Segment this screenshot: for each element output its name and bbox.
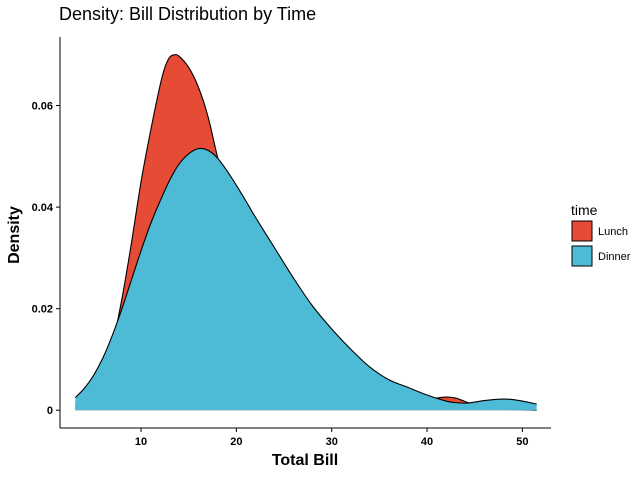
y-tick-label: 0.04 — [32, 202, 54, 214]
chart-title: Density: Bill Distribution by Time — [59, 4, 316, 24]
x-tick-label: 40 — [421, 436, 433, 448]
plot-area — [74, 54, 537, 411]
y-tick-label: 0 — [47, 405, 53, 417]
legend-label-lunch: Lunch — [598, 226, 628, 238]
density-area-dinner — [75, 148, 537, 411]
y-axis-ticks: 0 0.02 0.04 0.06 — [32, 101, 60, 417]
x-axis-title: Total Bill — [272, 452, 338, 469]
y-tick-label: 0.02 — [32, 304, 53, 316]
y-tick-label: 0.06 — [32, 101, 53, 113]
legend-swatch-dinner — [571, 245, 593, 267]
legend-swatch-lunch — [571, 220, 593, 242]
x-tick-label: 20 — [230, 436, 242, 448]
legend-label-dinner: Dinner — [598, 251, 631, 263]
density-line-dinner — [74, 147, 537, 405]
x-tick-label: 10 — [135, 436, 147, 448]
legend: time Lunch Dinner — [571, 202, 631, 267]
x-tick-label: 50 — [516, 436, 528, 448]
legend-title: time — [571, 202, 598, 218]
y-axis-title: Density — [6, 206, 23, 264]
x-axis-ticks: 10 20 30 40 50 — [135, 428, 529, 448]
x-tick-label: 30 — [326, 436, 338, 448]
